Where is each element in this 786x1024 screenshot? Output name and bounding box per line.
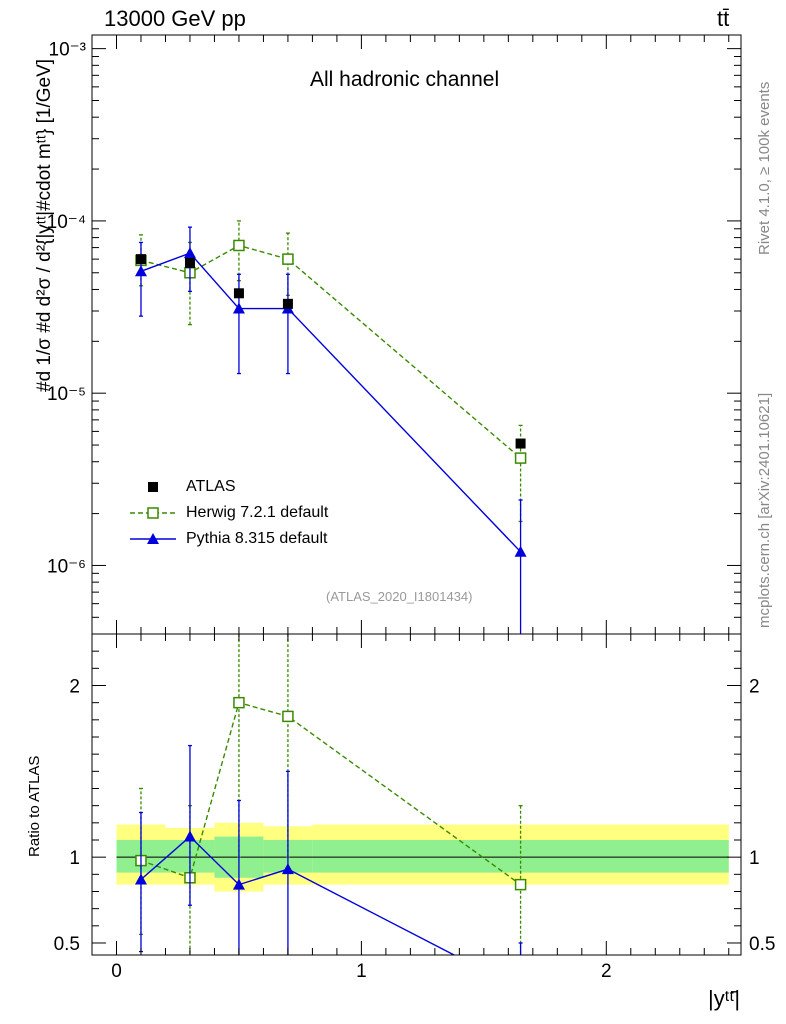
energy-label: 13000 GeV pp [104,6,246,31]
herwig-ratio-point [514,878,527,891]
herwig-ratio-point [233,696,245,709]
pythia-ratio-point [515,983,527,994]
x-tick-label: 1 [356,961,367,982]
pythia-ratio-group [134,744,527,994]
herwig-ratio-point [282,710,294,723]
rivet-version-label: Rivet 4.1.0, ≥ 100k events [756,81,773,255]
main-y-tick-label: 10⁻³ [49,40,87,61]
main-y-tick-label: 10⁻⁶ [47,556,86,577]
legend-marker-atlas [148,482,158,492]
atlas-data-point [515,438,526,449]
main-y-tick-label: 10⁻⁴ [47,212,86,233]
ratio-y-tick-label: 2 [69,676,80,697]
legend [130,482,176,544]
pythia-ratio-point [232,878,245,890]
pythia-main-group [134,226,527,634]
herwig-main-point [514,452,527,464]
ratio-y-axis-label: Ratio to ATLAS [26,755,43,857]
main-panel [134,220,527,634]
ratio-y-tick-label-right: 2 [749,676,760,697]
analysis-watermark: (ATLAS_2020_I1801434) [326,589,473,604]
atlas-data-point [233,288,244,299]
ratio-panel [116,634,729,994]
atlas-data-point [282,298,293,309]
main-y-axis-label: #d 1/σ #d d²σ / d²{|yᵗᵗ|#cdot mᵗᵗ} [1/Ge… [34,58,55,392]
pythia-main-point [134,265,147,277]
herwig-ratio-group [135,634,527,955]
legend-label-pythia: Pythia 8.315 default [186,530,328,547]
main-y-ticks: 10⁻⁶ 10⁻⁵ 10⁻⁴ 10⁻³ 0 1 2 0.5 0.5 1 1 2 2 [47,35,775,982]
legend-marker-pythia [147,533,159,544]
ratio-y-tick-label-right: 1 [749,848,760,869]
pythia-main-point [183,247,196,259]
legend-label-atlas: ATLAS [186,478,236,495]
channel-annotation: All hadronic channel [310,68,500,91]
pythia-ratio-point [183,830,196,842]
herwig-main-point [233,239,245,252]
x-axis-label: |yᵗᵗ̄| [708,986,741,1011]
atlas-data-point [184,257,195,268]
process-label: tt̄ [717,6,730,31]
pythia-ratio-point [281,863,294,875]
herwig-main-point [282,253,294,265]
ratio-y-tick-label: 0.5 [54,934,80,955]
legend-marker-herwig [147,507,159,519]
main-y-tick-label: 10⁻⁵ [47,384,86,405]
pythia-ratio-point [134,873,147,885]
legend-label-herwig: Herwig 7.2.1 default [186,504,329,521]
pythia-main-point [232,302,245,314]
x-tick-label: 0 [111,961,122,982]
pythia-main-point [514,545,527,557]
mcplots-label: mcplots.cern.ch [arXiv:2401.10621] [756,392,773,628]
ratio-y-tick-label-right: 0.5 [749,934,775,955]
atlas-data-point [135,254,146,265]
ratio-frame [91,633,742,956]
ratio-y-tick-label: 1 [69,848,80,869]
herwig-main-line [140,244,522,459]
x-tick-label: 2 [601,961,612,982]
